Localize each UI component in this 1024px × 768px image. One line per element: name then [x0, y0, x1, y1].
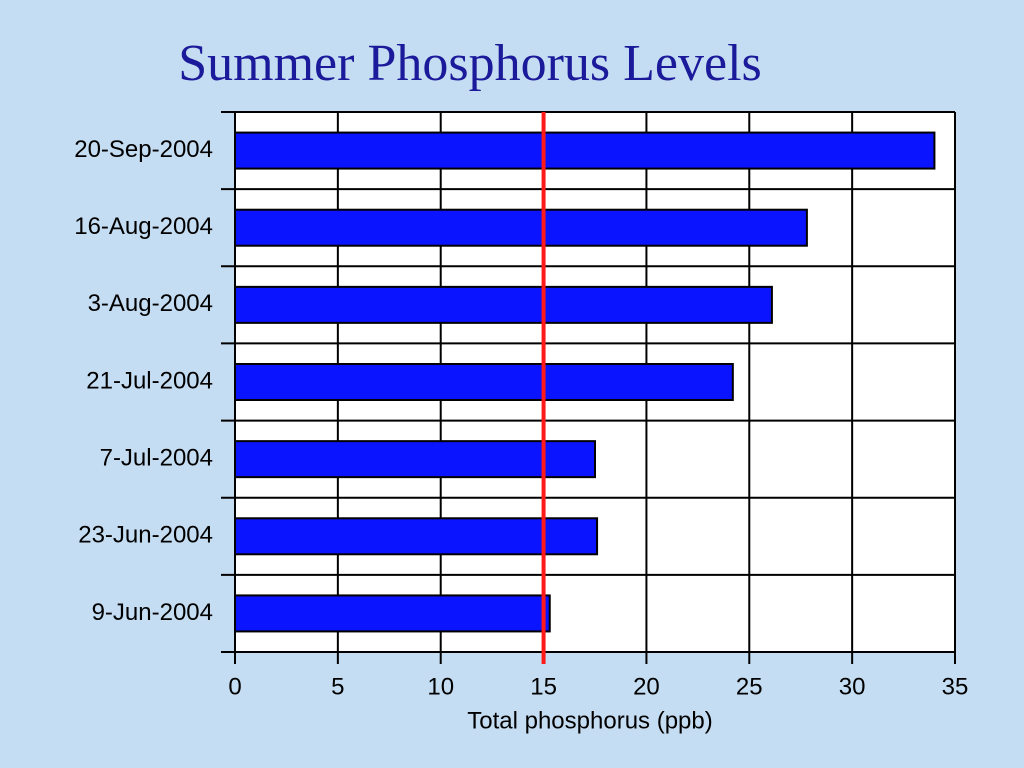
- chart-title: Summer Phosphorus Levels: [178, 35, 762, 92]
- x-tick-label: 25: [736, 673, 763, 700]
- bar: [234, 594, 551, 633]
- x-tick-label: 10: [427, 673, 454, 700]
- x-tick-label: 5: [331, 673, 344, 700]
- bar: [234, 517, 599, 556]
- x-tick-label: 20: [633, 673, 660, 700]
- y-tick-label: 21-Jul-2004: [86, 367, 213, 394]
- x-tick-label: 0: [228, 673, 241, 700]
- x-tick-label: 35: [942, 673, 969, 700]
- bar: [234, 363, 734, 401]
- y-tick-label: 23-Jun-2004: [78, 522, 213, 549]
- x-tick-label: 15: [530, 673, 557, 700]
- bar: [234, 131, 936, 170]
- bar: [234, 440, 596, 479]
- y-tick-label: 20-Sep-2004: [74, 136, 213, 163]
- bar: [234, 285, 773, 324]
- y-tick-label: 3-Aug-2004: [88, 290, 213, 317]
- y-tick-label: 7-Jul-2004: [100, 444, 213, 471]
- y-tick-label: 9-Jun-2004: [92, 599, 213, 626]
- bar: [234, 208, 808, 247]
- x-axis-label: Total phosphorus (ppb): [467, 707, 712, 734]
- x-tick-label: 30: [839, 673, 866, 700]
- y-tick-label: 16-Aug-2004: [74, 213, 213, 240]
